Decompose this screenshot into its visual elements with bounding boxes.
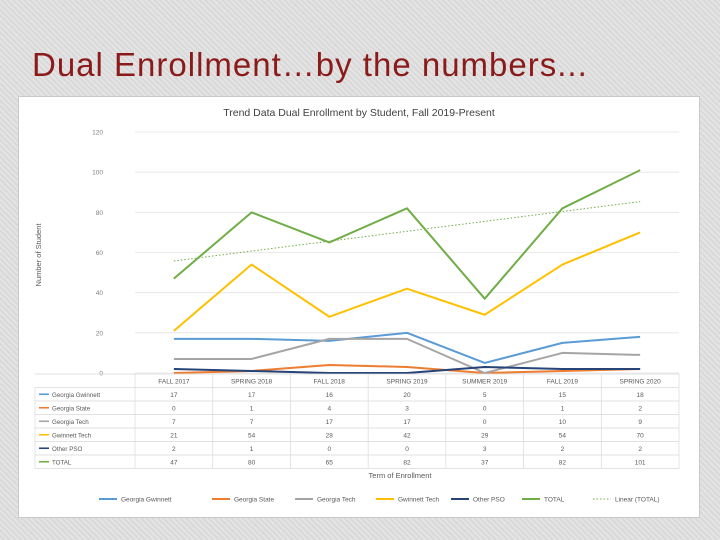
- table-cell: 101: [635, 460, 646, 467]
- trendline-total: [173, 201, 641, 262]
- x-category-label: FALL 2019: [547, 379, 579, 386]
- table-cell: 3: [405, 406, 409, 413]
- table-cell: 5: [483, 392, 487, 399]
- gridlines: [135, 131, 679, 374]
- table-cell: 1: [250, 406, 254, 413]
- table-cell: 37: [481, 460, 489, 467]
- table-cell: 29: [481, 433, 489, 440]
- y-tick-label: 100: [92, 170, 103, 177]
- table-cell: 2: [638, 446, 642, 453]
- table-cell: 17: [248, 392, 256, 399]
- y-tick-label: 80: [96, 210, 104, 217]
- table-cell: 20: [403, 392, 411, 399]
- x-axis-label: Term of Enrollment: [369, 471, 433, 480]
- series-line-georgia-tech: [173, 337, 641, 374]
- table-cell: 70: [637, 433, 645, 440]
- table-cell: 9: [638, 419, 642, 426]
- table-cell: 21: [170, 433, 178, 440]
- series-line-total: [173, 169, 641, 300]
- table-cell: 0: [483, 406, 487, 413]
- table-cell: 2: [172, 446, 176, 453]
- table-cell: 7: [172, 419, 176, 426]
- chart-panel: Trend Data Dual Enrollment by Student, F…: [18, 96, 700, 518]
- table-cell: 18: [637, 392, 645, 399]
- table-cell: 2: [638, 406, 642, 413]
- table-row-label: Georgia Gwinnett: [52, 392, 100, 399]
- table-cell: 0: [327, 446, 331, 453]
- table-row-label: TOTAL: [52, 460, 72, 467]
- legend-label: Georgia Tech: [317, 497, 356, 504]
- legend-label: TOTAL: [544, 497, 565, 504]
- x-category-label: SUMMER 2019: [462, 379, 508, 386]
- table-cell: 28: [326, 433, 334, 440]
- table-row-label: Gwinnett Tech: [52, 433, 92, 440]
- legend-label: Linear (TOTAL): [615, 497, 660, 504]
- data-table: FALL 2017 SPRING 2018 FALL 2018 SPRING 2019…: [34, 373, 680, 469]
- table-cell: 65: [326, 460, 334, 467]
- table-cell: 0: [483, 419, 487, 426]
- legend: Georgia Gwinnett Georgia State Georgia Tec…: [99, 497, 660, 504]
- table-cell: 80: [248, 460, 256, 467]
- table-cell: 15: [559, 392, 567, 399]
- series-line-georgia-gwinnett: [173, 331, 641, 364]
- chart: Trend Data Dual Enrollment by Student, F…: [34, 107, 680, 504]
- trendline-layer: [173, 201, 641, 262]
- x-category-label: SPRING 2019: [386, 379, 428, 386]
- y-tick-label: 40: [96, 290, 104, 297]
- table-cell: 47: [170, 460, 178, 467]
- table-cell: 17: [326, 419, 334, 426]
- table-cell: 17: [403, 419, 411, 426]
- legend-label: Other PSO: [473, 497, 505, 504]
- table-row-label: Georgia State: [52, 406, 91, 413]
- table-cell: 7: [250, 419, 254, 426]
- legend-label: Georgia State: [234, 497, 274, 504]
- table-cell: 10: [559, 419, 567, 426]
- table-cell: 54: [559, 433, 567, 440]
- table-cell: 82: [403, 460, 411, 467]
- table-cell: 4: [327, 406, 331, 413]
- x-category-label: FALL 2017: [158, 379, 190, 386]
- y-tick-label: 60: [96, 250, 104, 257]
- y-tick-label: 120: [92, 130, 103, 137]
- table-row-label: Georgia Tech: [52, 419, 89, 426]
- table-cell: 16: [326, 392, 334, 399]
- chart-title: Trend Data Dual Enrollment by Student, F…: [223, 107, 495, 119]
- table-cell: 1: [250, 446, 254, 453]
- table-cell: 0: [172, 406, 176, 413]
- table-cell: 2: [561, 446, 565, 453]
- table-cell: 82: [559, 460, 567, 467]
- legend-label: Gwinnett Tech: [398, 497, 439, 504]
- table-cell: 3: [483, 446, 487, 453]
- series-line-other-pso: [173, 365, 641, 374]
- table-row-label: Other PSO: [52, 446, 82, 453]
- table-cell: 17: [170, 392, 178, 399]
- y-tick-label: 20: [96, 330, 104, 337]
- legend-label: Georgia Gwinnett: [121, 497, 172, 504]
- y-axis-label: Number of Student: [34, 223, 43, 287]
- table-cell: 1: [561, 406, 565, 413]
- slide-title: Dual Enrollment…by the numbers...: [32, 46, 588, 83]
- table-cell: 54: [248, 433, 256, 440]
- x-category-label: FALL 2018: [314, 379, 346, 386]
- table-cell: 42: [403, 433, 411, 440]
- series-line-gwinnett-tech: [173, 231, 641, 332]
- table-cell: 0: [405, 446, 409, 453]
- x-category-label: SPRING 2020: [620, 379, 662, 386]
- series-layer: [173, 169, 641, 374]
- x-category-label: SPRING 2018: [231, 379, 273, 386]
